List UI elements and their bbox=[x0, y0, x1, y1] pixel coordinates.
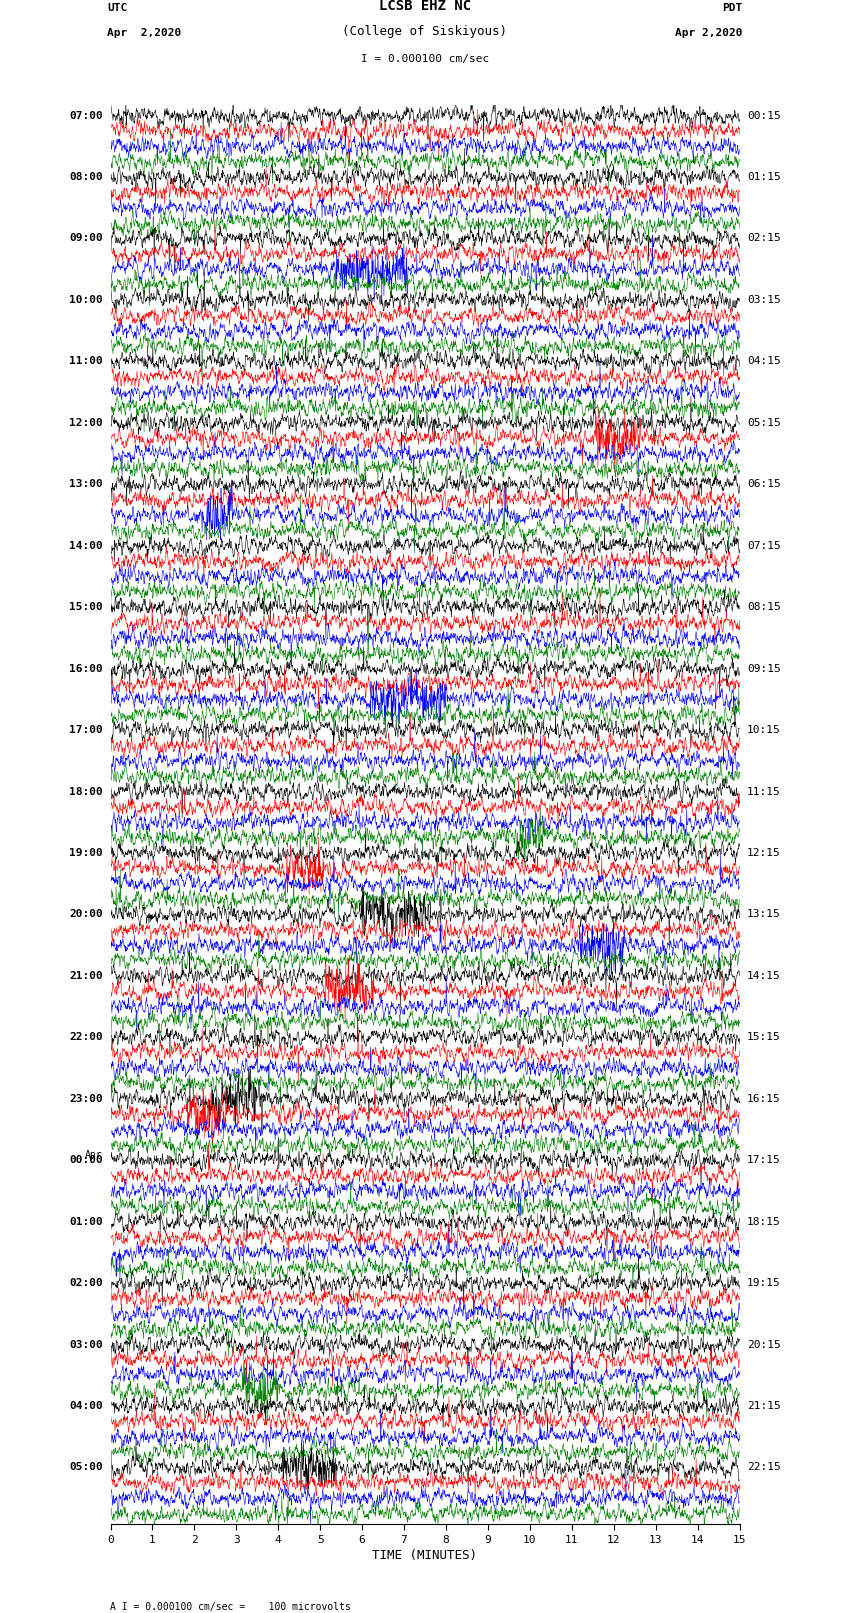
Text: PDT: PDT bbox=[722, 3, 743, 13]
Text: 10:15: 10:15 bbox=[747, 726, 781, 736]
Text: 04:15: 04:15 bbox=[747, 356, 781, 366]
Text: 16:15: 16:15 bbox=[747, 1094, 781, 1103]
Text: 16:00: 16:00 bbox=[69, 663, 103, 674]
Text: 04:00: 04:00 bbox=[69, 1402, 103, 1411]
Text: LCSB EHZ NC: LCSB EHZ NC bbox=[379, 0, 471, 13]
Text: 00:15: 00:15 bbox=[747, 111, 781, 121]
Text: A I = 0.000100 cm/sec =    100 microvolts: A I = 0.000100 cm/sec = 100 microvolts bbox=[110, 1602, 351, 1613]
Text: 11:15: 11:15 bbox=[747, 787, 781, 797]
Text: 13:15: 13:15 bbox=[747, 910, 781, 919]
Text: 19:15: 19:15 bbox=[747, 1277, 781, 1289]
Text: 17:15: 17:15 bbox=[747, 1155, 781, 1165]
Text: 07:15: 07:15 bbox=[747, 540, 781, 550]
Text: Apr 2,2020: Apr 2,2020 bbox=[675, 27, 743, 39]
Text: 01:15: 01:15 bbox=[747, 173, 781, 182]
Text: 18:15: 18:15 bbox=[747, 1216, 781, 1226]
Text: 12:15: 12:15 bbox=[747, 848, 781, 858]
Text: 11:00: 11:00 bbox=[69, 356, 103, 366]
Text: 03:15: 03:15 bbox=[747, 295, 781, 305]
Text: 14:00: 14:00 bbox=[69, 540, 103, 550]
Text: 14:15: 14:15 bbox=[747, 971, 781, 981]
Text: 07:00: 07:00 bbox=[69, 111, 103, 121]
Text: 10:00: 10:00 bbox=[69, 295, 103, 305]
Text: 06:15: 06:15 bbox=[747, 479, 781, 489]
Text: 21:00: 21:00 bbox=[69, 971, 103, 981]
Text: 09:15: 09:15 bbox=[747, 663, 781, 674]
Text: 02:00: 02:00 bbox=[69, 1277, 103, 1289]
Text: 02:15: 02:15 bbox=[747, 234, 781, 244]
Text: 21:15: 21:15 bbox=[747, 1402, 781, 1411]
Text: 05:15: 05:15 bbox=[747, 418, 781, 427]
Text: 22:15: 22:15 bbox=[747, 1463, 781, 1473]
Text: 01:00: 01:00 bbox=[69, 1216, 103, 1226]
Text: 18:00: 18:00 bbox=[69, 787, 103, 797]
Text: 13:00: 13:00 bbox=[69, 479, 103, 489]
Text: 22:00: 22:00 bbox=[69, 1032, 103, 1042]
Text: 17:00: 17:00 bbox=[69, 726, 103, 736]
Text: 08:00: 08:00 bbox=[69, 173, 103, 182]
Text: 20:15: 20:15 bbox=[747, 1339, 781, 1350]
Text: 08:15: 08:15 bbox=[747, 602, 781, 613]
Text: 15:15: 15:15 bbox=[747, 1032, 781, 1042]
Text: (College of Siskiyous): (College of Siskiyous) bbox=[343, 26, 507, 39]
Text: Apr  2,2020: Apr 2,2020 bbox=[107, 27, 182, 39]
Text: 09:00: 09:00 bbox=[69, 234, 103, 244]
Text: 03:00: 03:00 bbox=[69, 1339, 103, 1350]
Text: 15:00: 15:00 bbox=[69, 602, 103, 613]
Text: I = 0.000100 cm/sec: I = 0.000100 cm/sec bbox=[361, 53, 489, 63]
Text: Apr: Apr bbox=[85, 1150, 103, 1160]
Text: 20:00: 20:00 bbox=[69, 910, 103, 919]
X-axis label: TIME (MINUTES): TIME (MINUTES) bbox=[372, 1548, 478, 1561]
Text: 05:00: 05:00 bbox=[69, 1463, 103, 1473]
Text: UTC: UTC bbox=[107, 3, 127, 13]
Text: 23:00: 23:00 bbox=[69, 1094, 103, 1103]
Text: 12:00: 12:00 bbox=[69, 418, 103, 427]
Text: 19:00: 19:00 bbox=[69, 848, 103, 858]
Text: 00:00: 00:00 bbox=[69, 1155, 103, 1165]
